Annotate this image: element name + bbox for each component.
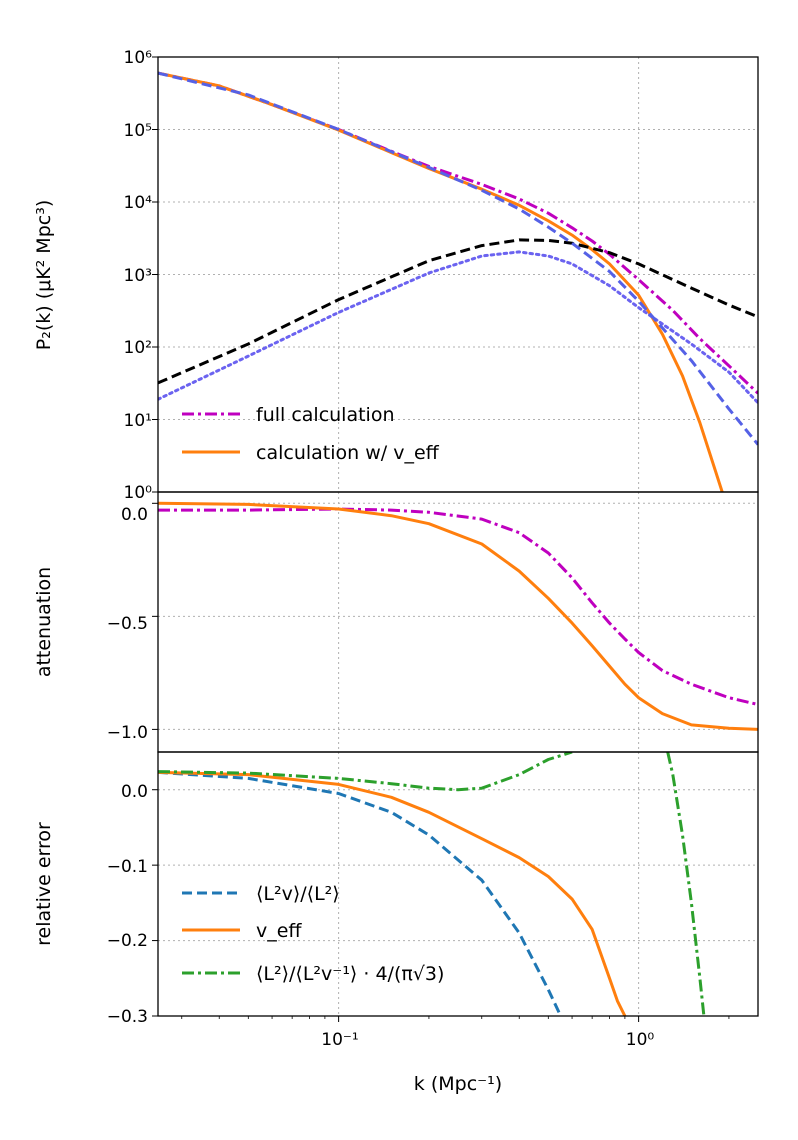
top-series-1-line	[158, 71, 724, 492]
top-series-4-line	[158, 71, 758, 446]
y-tick-label: 0.0	[121, 782, 148, 802]
middle-series-1-line	[158, 501, 758, 731]
top-series-3-line	[158, 250, 758, 405]
middle-y-tick-labels: 0.0 −0.5 −1.0	[107, 505, 148, 743]
y-tick-label: 10¹	[124, 411, 152, 431]
bottom-y-axis-label: relative error	[33, 822, 55, 946]
bottom-series-2-line	[158, 752, 573, 792]
legend-label: full calculation	[256, 404, 395, 426]
x-tick-label: 10⁻¹	[321, 1030, 358, 1050]
y-tick-label: 10³	[124, 266, 152, 286]
bottom-legend: ⟨L²v⟩/⟨L²⟩ v_eff ⟨L²⟩/⟨L²v⁻¹⟩ · 4/(π√3)	[182, 883, 444, 985]
bottom-panel-frame	[157, 751, 759, 1017]
bottom-panel-series	[158, 752, 706, 1016]
legend-label: ⟨L²v⟩/⟨L²⟩	[256, 883, 340, 905]
y-tick-label: −0.3	[107, 1007, 148, 1027]
y-tick-label: 10²	[124, 338, 152, 358]
bottom-series-3-line	[666, 752, 706, 1016]
bottom-y-tick-labels: 0.0 −0.1 −0.2 −0.3	[107, 782, 148, 1027]
top-y-axis-label: P₂(k) (μK² Mpc³)	[33, 200, 55, 351]
middle-y-axis-label: attenuation	[33, 567, 55, 677]
y-tick-label: 0.0	[121, 505, 148, 525]
top-panel-series	[158, 71, 758, 492]
legend-label: v_eff	[256, 920, 302, 942]
y-tick-label: −0.5	[107, 614, 148, 634]
bottom-series-1-line	[158, 770, 627, 1016]
y-tick-label: −0.1	[107, 857, 148, 877]
top-y-tick-labels: 10⁰ 10¹ 10² 10³ 10⁴ 10⁵ 10⁶	[124, 48, 153, 503]
x-tick-label: 10⁰	[626, 1030, 655, 1050]
legend-label: ⟨L²⟩/⟨L²v⁻¹⟩ · 4/(π√3)	[256, 963, 444, 985]
y-tick-label: 10⁶	[124, 48, 153, 68]
top-legend: full calculation calculation w/ v_eff	[182, 404, 440, 464]
middle-panel-series	[158, 501, 758, 731]
legend-label: calculation w/ v_eff	[256, 442, 440, 464]
x-tick-labels: 10⁻¹ 10⁰	[321, 1030, 654, 1050]
bottom-series-0-line	[158, 770, 563, 1016]
middle-series-0-line	[158, 507, 758, 706]
x-axis-label: k (Mpc⁻¹)	[414, 1073, 502, 1095]
y-tick-label: 10⁵	[124, 121, 152, 141]
grid-lines	[158, 57, 758, 1016]
y-tick-label: −0.2	[107, 931, 148, 951]
middle-panel-frame	[157, 491, 759, 753]
top-series-2-line	[158, 238, 758, 385]
tick-marks	[152, 56, 730, 1022]
y-tick-label: 10⁴	[124, 193, 153, 213]
y-tick-label: 10⁰	[124, 483, 153, 503]
y-tick-label: −1.0	[107, 723, 148, 743]
